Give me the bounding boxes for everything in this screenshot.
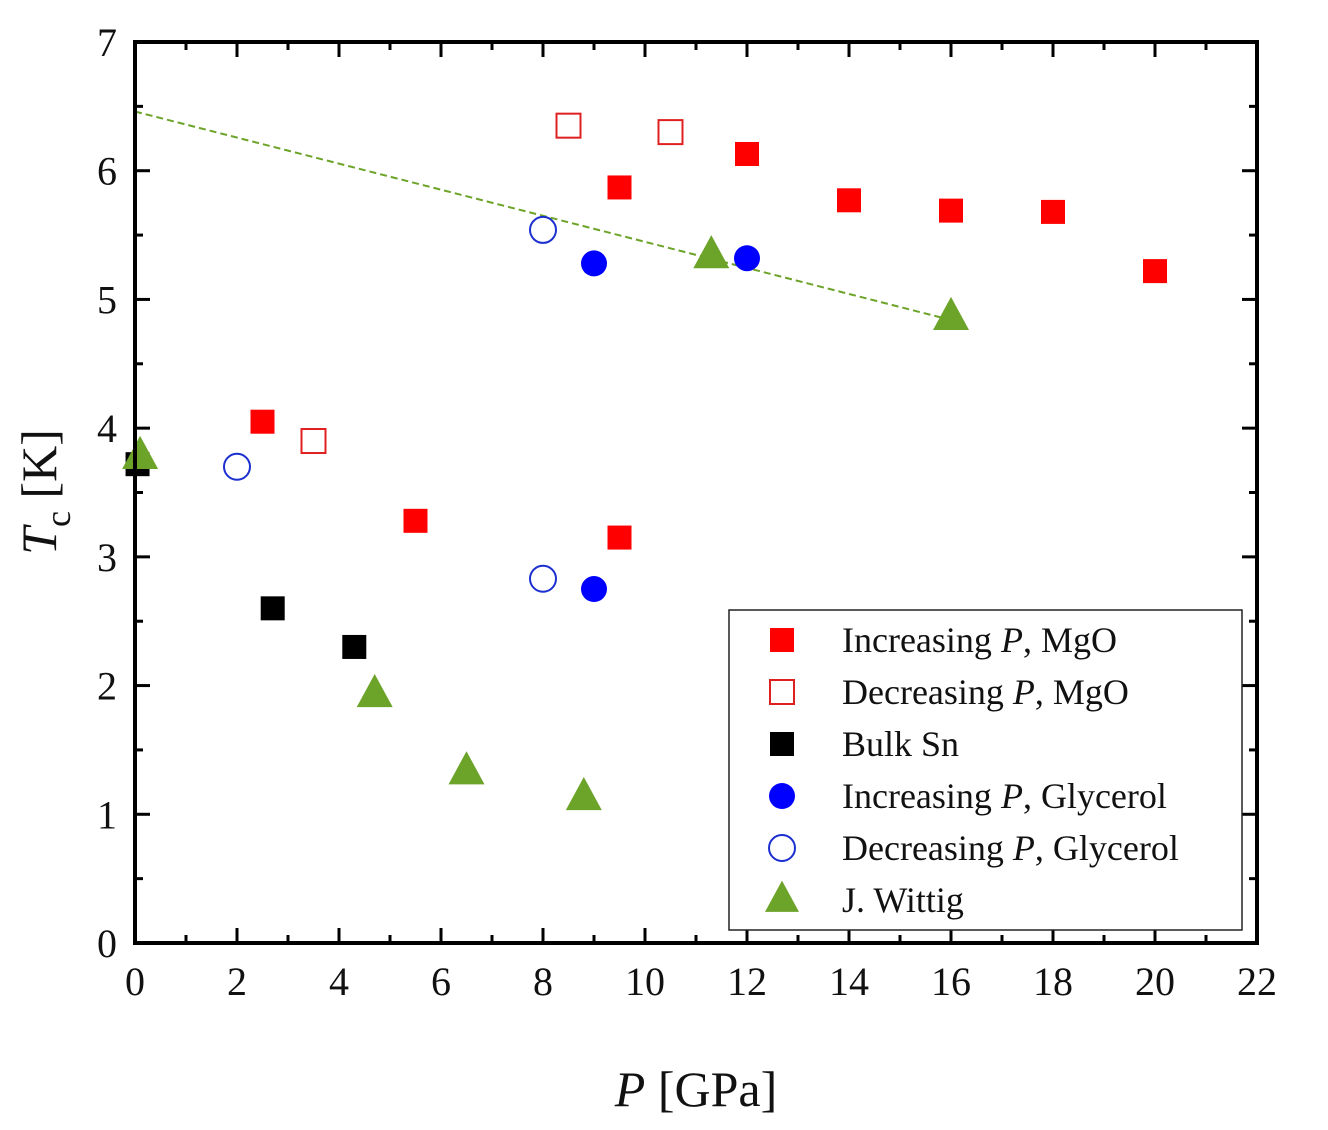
trend-lines [134, 110, 952, 321]
y-tick-label: 7 [97, 20, 117, 65]
decreasing-p-glycerol-point [529, 564, 557, 593]
x-tick-label: 14 [829, 959, 869, 1004]
j-wittig-point [933, 296, 969, 331]
x-tick-label: 16 [931, 959, 971, 1004]
j-wittig-point [356, 674, 393, 708]
y-tick-label: 5 [97, 277, 117, 322]
bulk-sn-point [342, 634, 367, 659]
decreasing-p-mgo-point [300, 428, 327, 455]
trend-line [134, 110, 952, 321]
increasing-p-mgo-point [939, 198, 963, 223]
data-points [122, 112, 1167, 811]
y-tick-label: 2 [97, 664, 117, 709]
decreasing-p-glycerol-point [223, 452, 251, 481]
x-tick-label: 18 [1033, 959, 1073, 1004]
increasing-p-glycerol-point [581, 576, 607, 603]
j-wittig-point [122, 435, 159, 470]
increasing-p-mgo-point [250, 409, 275, 434]
increasing-p-mgo-point [837, 188, 861, 213]
legend-label-decreasing-p-mgo: Decreasing P, MgO [842, 672, 1129, 712]
y-tick-label: 6 [97, 149, 117, 194]
legend-marker-bulk-sn [770, 732, 794, 756]
increasing-p-mgo-point [1143, 259, 1167, 284]
x-tick-label: 0 [125, 959, 145, 1004]
legend-marker-j-wittig [765, 880, 799, 912]
increasing-p-mgo-point [1041, 199, 1065, 224]
legend: Increasing P, MgO Decreasing P, MgO Bulk S… [728, 609, 1243, 931]
legend-label-increasing-p-glycerol: Increasing P, Glycerol [842, 776, 1167, 816]
legend-label-decreasing-p-glycerol: Decreasing P, Glycerol [842, 828, 1179, 868]
increasing-p-glycerol-point [581, 250, 607, 277]
increasing-p-glycerol-point [734, 245, 760, 272]
y-tick-label: 0 [97, 921, 117, 966]
x-tick-label: 4 [329, 959, 349, 1004]
y-tick-label: 3 [97, 535, 117, 580]
legend-box [728, 609, 1243, 931]
legend-label-j-wittig: J. Wittig [842, 880, 964, 920]
legend-marker-increasing-p-glycerol [769, 783, 795, 809]
increasing-p-mgo-point [403, 508, 428, 533]
x-tick-label: 12 [727, 959, 767, 1004]
x-tick-label: 8 [533, 959, 553, 1004]
increasing-p-mgo-point [607, 175, 632, 200]
x-tick-label: 22 [1237, 959, 1277, 1004]
legend-label-bulk-sn: Bulk Sn [842, 724, 959, 764]
j-wittig-point [448, 751, 485, 785]
x-tick-label: 6 [431, 959, 451, 1004]
decreasing-p-glycerol-point [529, 215, 557, 244]
legend-marker-increasing-p-mgo [770, 628, 794, 652]
increasing-p-mgo-point [735, 141, 759, 166]
x-tick-label: 2 [227, 959, 247, 1004]
plot-frame [133, 40, 1259, 945]
x-axis-title: P [GPa] [614, 1061, 777, 1117]
legend-label-increasing-p-mgo: Increasing P, MgO [842, 620, 1117, 660]
decreasing-p-mgo-point [657, 119, 684, 146]
j-wittig-point [693, 235, 730, 269]
j-wittig-point [565, 777, 602, 811]
y-axis-title: Tc [K] [11, 429, 78, 555]
increasing-p-mgo-point [607, 525, 632, 550]
x-tick-label: 10 [625, 959, 665, 1004]
bulk-sn-point [260, 596, 285, 621]
x-tick-label: 20 [1135, 959, 1175, 1004]
decreasing-p-mgo-point [555, 112, 582, 139]
y-tick-label: 1 [97, 792, 117, 837]
legend-marker-decreasing-p-mgo [769, 679, 795, 705]
legend-marker-decreasing-p-glycerol [768, 834, 796, 862]
y-tick-label: 4 [97, 406, 117, 451]
